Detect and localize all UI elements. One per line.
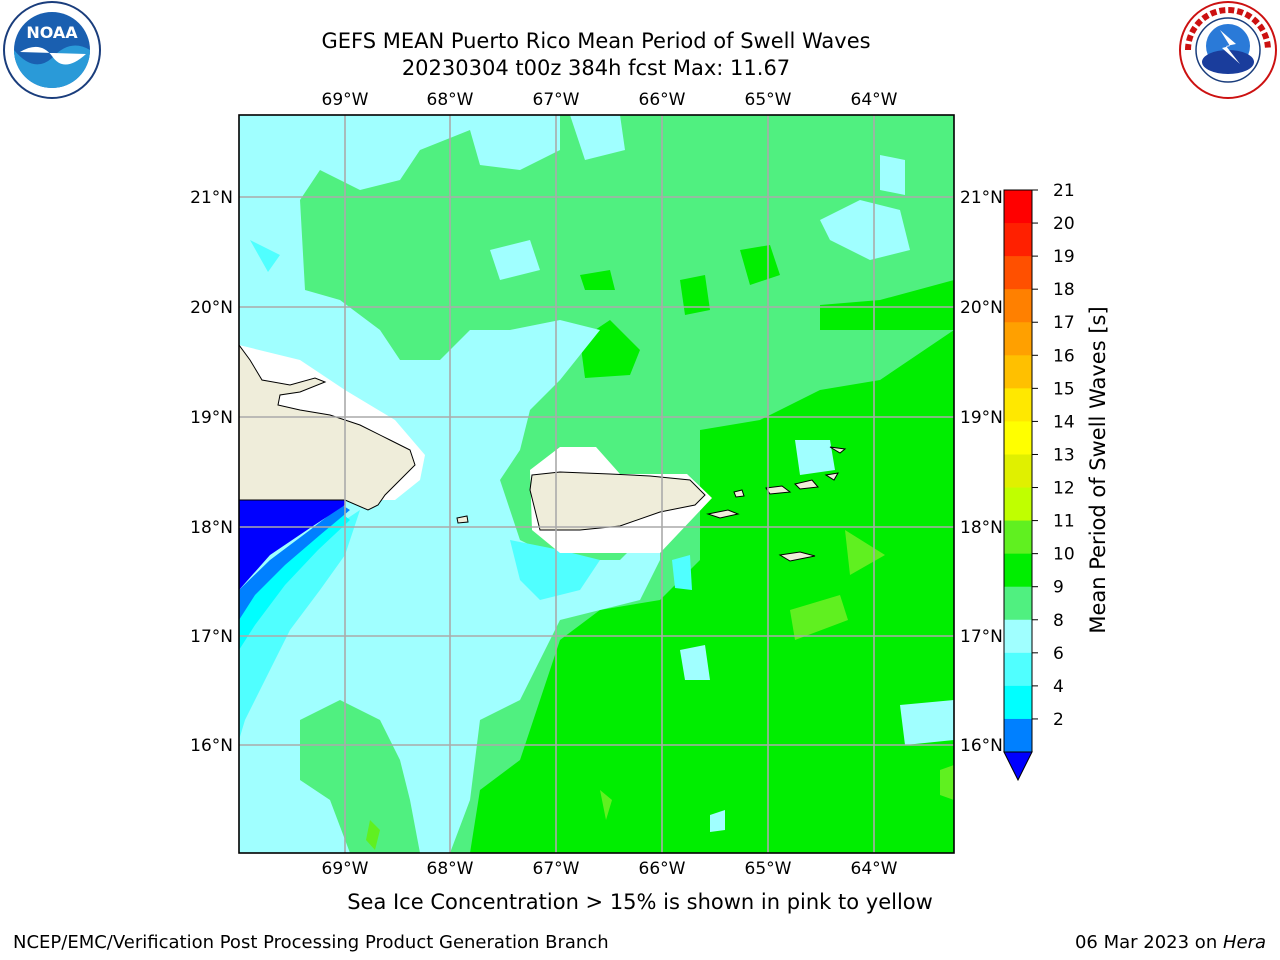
lon-label-bottom: 67°W	[533, 859, 580, 879]
lat-label-left: 16°N	[190, 736, 233, 756]
colorbar-tick-label: 11	[1053, 512, 1075, 532]
colorbar-swatch	[1004, 487, 1032, 522]
colorbar-title: Mean Period of Swell Waves [s]	[1086, 306, 1110, 633]
colorbar-tick-label: 6	[1053, 644, 1064, 664]
lon-label-bottom: 64°W	[851, 859, 898, 879]
lat-label-left: 17°N	[190, 627, 233, 647]
colorbar-tick-label: 16	[1053, 346, 1075, 366]
lat-label-left: 19°N	[190, 408, 233, 428]
colorbar-tick-label: 18	[1053, 280, 1075, 300]
colorbar-tick-label: 20	[1053, 214, 1075, 234]
lon-label-top: 66°W	[639, 90, 686, 110]
swell-period-field	[239, 115, 954, 853]
colorbar-swatch	[1004, 553, 1032, 588]
colorbar-tick-label: 9	[1053, 578, 1064, 598]
lon-label-top: 67°W	[533, 90, 580, 110]
colorbar-swatch	[1004, 454, 1032, 489]
chart-subtitle: 20230304 t00z 384h fcst Max: 11.67	[401, 56, 791, 80]
colorbar-swatch	[1004, 718, 1032, 753]
colorbar-tick-label: 4	[1053, 677, 1064, 697]
map-gridlines	[239, 115, 954, 853]
chart-title: GEFS MEAN Puerto Rico Mean Period of Swe…	[321, 29, 871, 53]
lat-label-right: 21°N	[960, 188, 1003, 208]
colorbar-tick-label: 10	[1053, 545, 1075, 565]
lat-label-right: 16°N	[960, 736, 1003, 756]
lon-label-bottom: 66°W	[639, 859, 686, 879]
colorbar-swatch	[1004, 520, 1032, 555]
noaa-logo: NOAA	[3, 1, 101, 99]
footer-credit: NCEP/EMC/Verification Post Processing Pr…	[13, 932, 609, 953]
lon-label-bottom: 68°W	[427, 859, 474, 879]
lat-label-right: 17°N	[960, 627, 1003, 647]
lon-label-top: 65°W	[745, 90, 792, 110]
lon-label-bottom: 65°W	[745, 859, 792, 879]
colorbar-tick-label: 14	[1053, 412, 1075, 432]
lon-label-top: 68°W	[427, 90, 474, 110]
colorbar-tick-label: 15	[1053, 379, 1075, 399]
svg-text:NOAA: NOAA	[26, 23, 78, 42]
lon-label-top: 69°W	[322, 90, 369, 110]
map-frame	[238, 114, 955, 854]
lat-label-right: 20°N	[960, 298, 1003, 318]
lon-label-bottom: 69°W	[322, 859, 369, 879]
colorbar-tick-label: 17	[1053, 313, 1075, 333]
colorbar-tick-label: 13	[1053, 445, 1075, 465]
national-weather-service-logo	[1179, 1, 1277, 99]
lat-label-right: 18°N	[960, 518, 1003, 538]
colorbar-tick-label: 19	[1053, 247, 1075, 267]
lat-label-right: 19°N	[960, 408, 1003, 428]
lat-label-left: 20°N	[190, 298, 233, 318]
colorbar-tick-label: 12	[1053, 479, 1075, 499]
colorbar-swatch	[1004, 586, 1032, 621]
colorbar-swatch	[1004, 223, 1032, 257]
colorbar-swatch	[1004, 421, 1032, 455]
lat-label-left: 18°N	[190, 518, 233, 538]
lat-label-left: 21°N	[190, 188, 233, 208]
colorbar-extend-arrow	[1003, 751, 1033, 782]
colorbar-tick-label: 8	[1053, 611, 1064, 631]
colorbar-swatch	[1004, 652, 1032, 687]
colorbar-swatch	[1004, 322, 1032, 356]
colorbar-swatch	[1004, 388, 1032, 422]
colorbar: 21 20 19 18 17 16 15 14 13 12 11 10 9 8 6 4 2	[1003, 181, 1075, 782]
colorbar-tick-label: 2	[1053, 710, 1064, 730]
colorbar-swatch	[1004, 256, 1032, 290]
footer-date-text: 06 Mar 2023 on	[1074, 932, 1223, 953]
colorbar-frame	[1003, 189, 1033, 753]
colorbar-swatch	[1004, 289, 1032, 323]
footer-date: 06 Mar 2023 on Hera	[1075, 932, 1266, 953]
colorbar-swatch	[1004, 685, 1032, 720]
colorbar-swatch	[1004, 355, 1032, 389]
colorbar-tick-label: 21	[1053, 181, 1075, 201]
lon-label-top: 64°W	[851, 90, 898, 110]
sea-ice-caption: Sea Ice Concentration > 15% is shown in …	[347, 890, 933, 914]
footer-machine: Hera	[1222, 932, 1266, 953]
colorbar-swatch	[1004, 619, 1032, 654]
colorbar-swatch	[1004, 190, 1032, 224]
